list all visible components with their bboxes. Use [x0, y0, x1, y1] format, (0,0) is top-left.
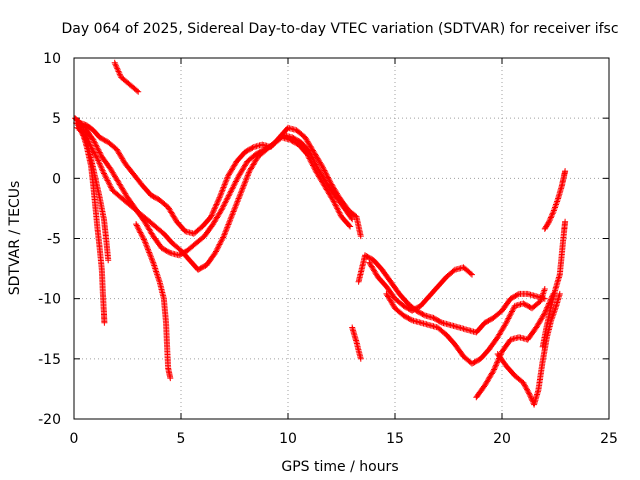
y-tick-label: 0	[52, 171, 61, 187]
data-point-markers	[539, 218, 569, 350]
y-tick-label: 5	[52, 111, 61, 127]
series-track-5	[77, 127, 112, 264]
y-tick-label: 10	[43, 51, 61, 67]
x-tick-label: 20	[493, 431, 511, 447]
series-track-9	[355, 252, 548, 336]
chart-title: Day 064 of 2025, Sidereal Day-to-day VTE…	[61, 21, 618, 37]
data-point-markers	[383, 286, 548, 367]
x-tick-label: 15	[386, 431, 404, 447]
series-track-6	[133, 221, 174, 382]
data-marks	[72, 59, 569, 408]
data-point-markers	[366, 259, 475, 314]
data-point-markers	[133, 221, 174, 382]
series-track-15	[541, 168, 569, 232]
x-tick-label: 5	[177, 431, 186, 447]
y-tick-label: -20	[38, 412, 61, 428]
axis-ticks: 0 5 10 15 20 25 10 5 0 -5 -10 -15 -20	[38, 51, 618, 447]
y-tick-label: -10	[38, 292, 61, 308]
series-track-8	[349, 324, 364, 362]
x-tick-label: 25	[600, 431, 618, 447]
y-axis-label: SDTVAR / TECUs	[7, 181, 23, 296]
x-tick-label: 10	[279, 431, 297, 447]
y-tick-label: -15	[38, 352, 61, 368]
series-track-11	[383, 286, 548, 367]
y-tick-label: -5	[47, 232, 61, 248]
x-tick-label: 0	[70, 431, 79, 447]
series-track-10	[366, 259, 475, 314]
plot-frame	[73, 57, 610, 420]
data-point-markers	[111, 59, 142, 95]
series-track-7	[111, 59, 142, 95]
series-track-14	[539, 218, 569, 350]
data-point-markers	[541, 168, 569, 232]
data-point-markers	[349, 324, 364, 362]
data-point-markers	[77, 127, 112, 264]
series-track-2	[73, 120, 354, 259]
x-axis-label: GPS time / hours	[281, 459, 398, 475]
data-point-markers	[73, 120, 354, 259]
data-point-markers	[355, 252, 548, 336]
